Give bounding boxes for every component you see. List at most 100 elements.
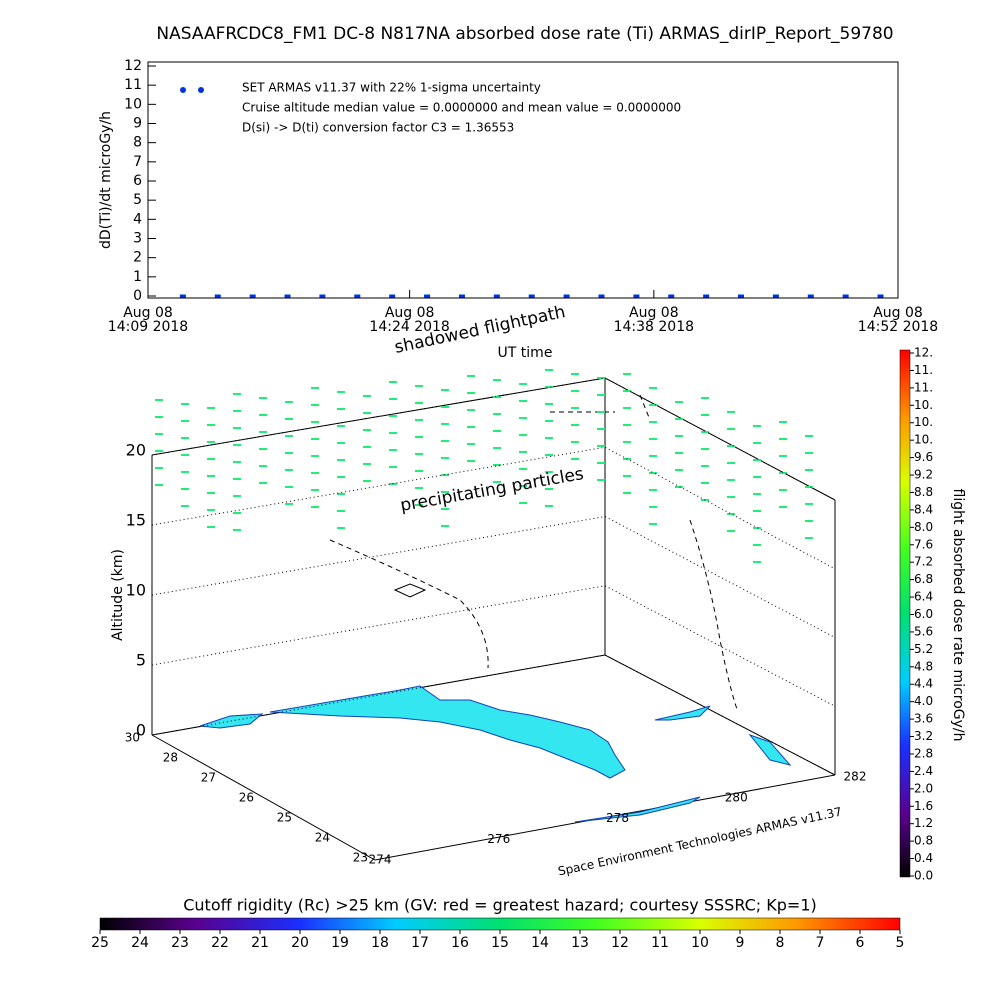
colorbar-tick-label: 18 bbox=[371, 935, 389, 951]
data-point bbox=[528, 294, 535, 298]
y-tick-label: 2 bbox=[133, 250, 142, 266]
y-tick-label: 7 bbox=[133, 154, 142, 170]
lon-tick-label: 274 bbox=[369, 853, 392, 867]
y-tick-label: 8 bbox=[133, 135, 142, 151]
z-tick-label: 20 bbox=[126, 441, 146, 460]
legend-marker bbox=[198, 87, 204, 93]
flightpath bbox=[329, 394, 739, 713]
land bbox=[654, 705, 792, 766]
colorbar-tick-label: 16 bbox=[451, 935, 469, 951]
colorbar-tick-label: 1.6 bbox=[914, 799, 933, 813]
colorbar-tick-label: 5 bbox=[896, 935, 905, 951]
lon-tick-label: 282 bbox=[844, 770, 867, 784]
data-point bbox=[424, 294, 431, 298]
lat-tick-label: 23 bbox=[353, 851, 368, 865]
colorbar-tick-label: 19 bbox=[331, 935, 349, 951]
colorbar-tick-label: 24 bbox=[131, 935, 149, 951]
colorbar-tick-label: 8 bbox=[776, 935, 785, 951]
plot-frame bbox=[147, 61, 899, 299]
colorbar-tick-label: 11 bbox=[651, 935, 669, 951]
colorbar-tick-label: 0.4 bbox=[914, 851, 933, 865]
colorbar-tick-label: 13 bbox=[571, 935, 589, 951]
colorbar-tick-label: 9.2 bbox=[914, 468, 933, 482]
title: NASAAFRCDC8_FM1 DC-8 N817NA absorbed dos… bbox=[156, 24, 893, 44]
colorbar-tick-label: 14 bbox=[531, 935, 549, 951]
colorbar-tick-label: 2.8 bbox=[914, 746, 933, 760]
colorbar-tick-label: 7 bbox=[816, 935, 825, 951]
lon-tick-label: 280 bbox=[725, 790, 748, 804]
3d-box bbox=[151, 377, 836, 861]
colorbar-tick-label: 6.0 bbox=[914, 607, 933, 621]
z-tick-label: 5 bbox=[136, 651, 146, 670]
annotation: Cruise altitude median value = 0.0000000… bbox=[242, 101, 681, 115]
colorbar-tick-label: 7.2 bbox=[914, 555, 933, 569]
colorbar-tick-label: 8.4 bbox=[914, 502, 933, 516]
grid-line bbox=[151, 654, 836, 776]
data-point bbox=[319, 294, 326, 298]
y-tick-label: 9 bbox=[133, 116, 142, 132]
data-point bbox=[458, 294, 465, 298]
colorbar-tick-label: 23 bbox=[171, 935, 189, 951]
aircraft-marker bbox=[393, 583, 427, 598]
annotation: precipitating particles bbox=[399, 464, 586, 516]
colorbar-tick-label: 3.6 bbox=[914, 712, 933, 726]
colorbar bbox=[99, 917, 901, 931]
colorbar-tick-label: 6 bbox=[856, 935, 865, 951]
colorbar-tick-label: 22 bbox=[211, 935, 229, 951]
land bbox=[574, 796, 701, 823]
z-axis-label: Altitude (km) bbox=[110, 549, 126, 641]
data-point bbox=[389, 294, 396, 298]
colorbar-tick-label: 25 bbox=[91, 935, 109, 951]
colorbar-tick-label: 0.0 bbox=[914, 869, 933, 883]
legend-marker bbox=[180, 87, 186, 93]
lat-tick-label: 28 bbox=[163, 751, 178, 765]
colorbar-tick-label: 9.6 bbox=[914, 450, 933, 464]
colorbar-tick-label: 8.0 bbox=[914, 520, 933, 534]
colorbar-tick-label: 12. bbox=[914, 346, 933, 360]
colorbar-tick-label: 7.6 bbox=[914, 537, 933, 551]
y-tick-label: 11 bbox=[124, 77, 142, 93]
x-tick-label: 14:38 2018 bbox=[614, 319, 694, 335]
lat-tick-label: 24 bbox=[315, 831, 330, 845]
lat-tick-label: 27 bbox=[201, 771, 216, 785]
data-point bbox=[877, 294, 884, 298]
colorbar-tick-label: 20 bbox=[291, 935, 309, 951]
colorbar-tick-label: 10. bbox=[914, 433, 933, 447]
colorbar-tick-label: 4.4 bbox=[914, 677, 933, 691]
colorbar-tick-label: 12 bbox=[611, 935, 629, 951]
lon-tick-label: 276 bbox=[487, 832, 510, 846]
data-point bbox=[354, 294, 361, 298]
y-tick-label: 5 bbox=[133, 192, 142, 208]
y-tick-label: 3 bbox=[133, 231, 142, 247]
data-point bbox=[563, 294, 570, 298]
data-point bbox=[668, 294, 675, 298]
colorbar-tick-label: 8.8 bbox=[914, 485, 933, 499]
data-point bbox=[738, 294, 745, 298]
z-tick-label: 0 bbox=[136, 721, 146, 740]
credit: Space Environment Technologies ARMAS v11… bbox=[557, 805, 843, 879]
data-point bbox=[284, 294, 291, 298]
data-point bbox=[249, 294, 256, 298]
grid-line bbox=[151, 585, 836, 707]
colorbar-tick-label: 5.2 bbox=[914, 642, 933, 656]
colorbar-tick-label: 0.8 bbox=[914, 834, 933, 848]
colorbar-tick-label: 2.0 bbox=[914, 781, 933, 795]
colorbar-tick-label: 4.8 bbox=[914, 659, 933, 673]
colorbar-tick-label: 5.6 bbox=[914, 624, 933, 638]
data-point bbox=[842, 294, 849, 298]
colorbar-tick-label: 10. bbox=[914, 398, 933, 412]
y-tick-label: 0 bbox=[133, 288, 142, 304]
data-point bbox=[703, 294, 710, 298]
colorbar-tick-label: 6.8 bbox=[914, 572, 933, 586]
colorbar-tick-label: 10. bbox=[914, 415, 933, 429]
x-axis-label: UT time bbox=[498, 345, 553, 361]
lat-tick-label: 26 bbox=[239, 791, 254, 805]
colorbar-tick-label: 6.4 bbox=[914, 590, 933, 604]
x-tick-label: Aug 08 bbox=[385, 305, 435, 321]
data-point bbox=[807, 294, 814, 298]
colorbar-tick-label: 4.0 bbox=[914, 694, 933, 708]
y-axis-label: dD(Ti)/dt microGy/h bbox=[98, 111, 114, 249]
colorbar-tick-label: 10 bbox=[691, 935, 709, 951]
colorbar-tick-label: 3.2 bbox=[914, 729, 933, 743]
